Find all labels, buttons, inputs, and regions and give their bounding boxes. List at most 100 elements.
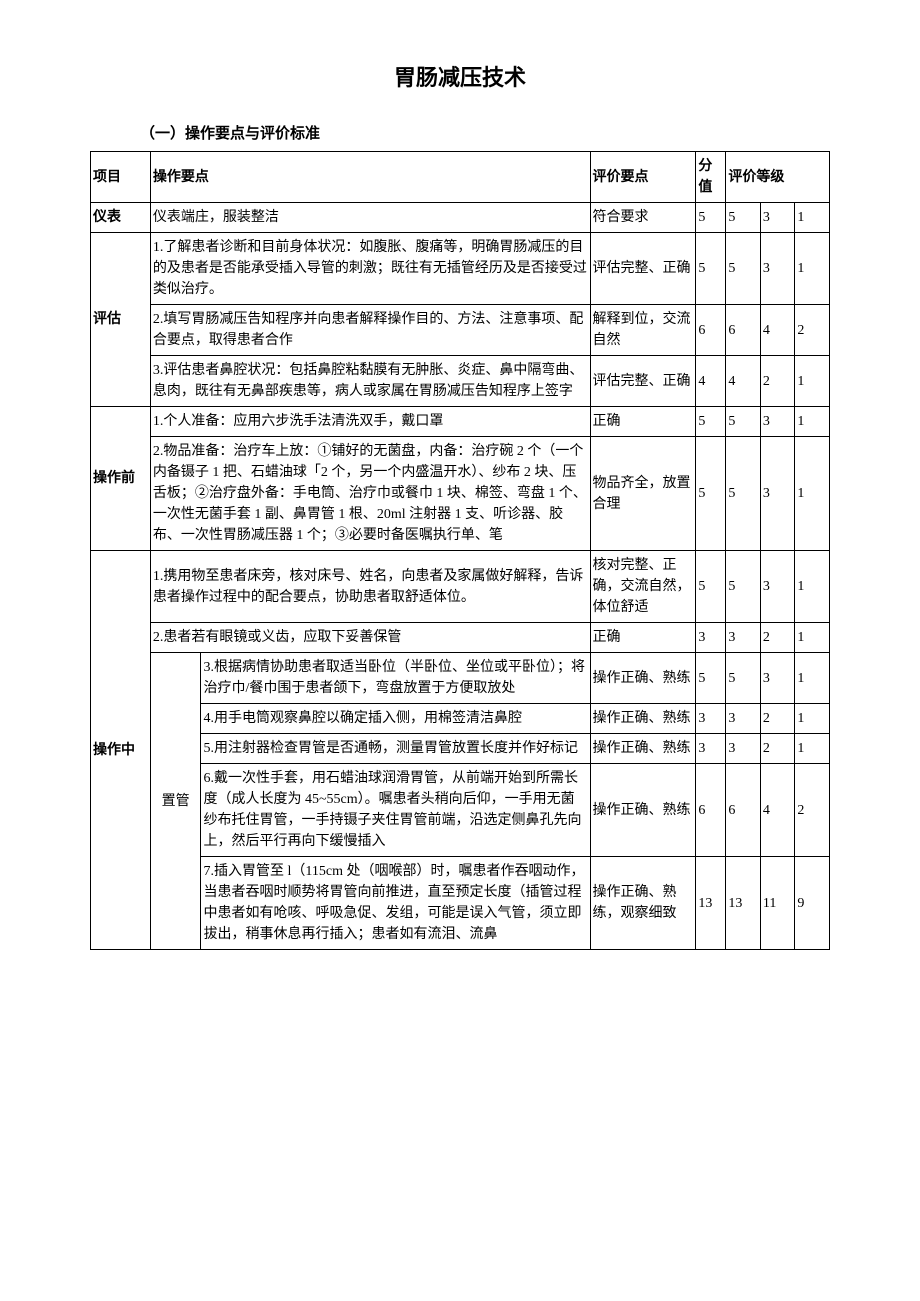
cat-evaluate: 评估 [91, 233, 151, 407]
eval-cell: 操作正确、熟练 [590, 653, 696, 704]
h-op: 操作要点 [150, 152, 590, 203]
op-cell: 3.根据病情协助患者取适当卧位（半卧位、坐位或平卧位）；将治疗巾/餐巾围于患者颌… [201, 653, 590, 704]
op-cell: 2.物品准备：治疗车上放：①铺好的无菌盘，内备：治疗碗 2 个（一个内备镊子 1… [150, 437, 590, 551]
table-row: 2.物品准备：治疗车上放：①铺好的无菌盘，内备：治疗碗 2 个（一个内备镊子 1… [91, 437, 830, 551]
table-row: 3.评估患者鼻腔状况：包括鼻腔粘黏膜有无肿胀、炎症、鼻中隔弯曲、息肉，既往有无鼻… [91, 356, 830, 407]
grade-cell: 5 [726, 203, 761, 233]
score-cell: 3 [696, 623, 726, 653]
cat-appearance: 仪表 [91, 203, 151, 233]
grade-cell: 9 [795, 857, 830, 950]
op-cell: 6.戴一次性手套，用石蜡油球润滑胃管，从前端开始到所需长度（成人长度为 45~5… [201, 764, 590, 857]
op-cell: 1.了解患者诊断和目前身体状况：如腹胀、腹痛等，明确胃肠减压的目的及患者是否能承… [150, 233, 590, 305]
grade-cell: 1 [795, 407, 830, 437]
grade-cell: 4 [760, 305, 795, 356]
grade-cell: 5 [726, 653, 761, 704]
score-cell: 4 [696, 356, 726, 407]
op-cell: 3.评估患者鼻腔状况：包括鼻腔粘黏膜有无肿胀、炎症、鼻中隔弯曲、息肉，既往有无鼻… [150, 356, 590, 407]
score-cell: 5 [696, 551, 726, 623]
rubric-table: 项目 操作要点 评价要点 分值 评价等级 仪表 仪表端庄，服装整洁 符合要求 5… [90, 151, 830, 950]
op-cell: 2.患者若有眼镜或义齿，应取下妥善保管 [150, 623, 590, 653]
grade-cell: 1 [795, 233, 830, 305]
subcat-tube: 置管 [150, 653, 201, 950]
grade-cell: 5 [726, 233, 761, 305]
table-row: 7.插入胃管至 l（115cm 处（咽喉部）时，嘱患者作吞咽动作，当患者吞咽时顺… [91, 857, 830, 950]
grade-cell: 2 [795, 764, 830, 857]
header-row: 项目 操作要点 评价要点 分值 评价等级 [91, 152, 830, 203]
grade-cell: 11 [760, 857, 795, 950]
grade-cell: 6 [726, 305, 761, 356]
grade-cell: 1 [795, 653, 830, 704]
section-subtitle: （一）操作要点与评价标准 [140, 122, 830, 143]
cat-preop: 操作前 [91, 407, 151, 551]
op-cell: 5.用注射器检查胃管是否通畅，测量胃管放置长度并作好标记 [201, 734, 590, 764]
grade-cell: 3 [726, 623, 761, 653]
eval-cell: 操作正确、熟练 [590, 764, 696, 857]
score-cell: 5 [696, 653, 726, 704]
grade-cell: 1 [795, 356, 830, 407]
grade-cell: 3 [760, 437, 795, 551]
grade-cell: 1 [795, 704, 830, 734]
table-row: 2.患者若有眼镜或义齿，应取下妥善保管 正确 3 3 2 1 [91, 623, 830, 653]
table-row: 6.戴一次性手套，用石蜡油球润滑胃管，从前端开始到所需长度（成人长度为 45~5… [91, 764, 830, 857]
eval-cell: 操作正确、熟练 [590, 734, 696, 764]
op-cell: 仪表端庄，服装整洁 [150, 203, 590, 233]
grade-cell: 13 [726, 857, 761, 950]
grade-cell: 6 [726, 764, 761, 857]
grade-cell: 3 [726, 704, 761, 734]
grade-cell: 1 [795, 734, 830, 764]
eval-cell: 评估完整、正确 [590, 233, 696, 305]
grade-cell: 3 [760, 653, 795, 704]
op-cell: 1.个人准备：应用六步洗手法清洗双手，戴口罩 [150, 407, 590, 437]
grade-cell: 3 [760, 203, 795, 233]
grade-cell: 1 [795, 551, 830, 623]
h-eval: 评价要点 [590, 152, 696, 203]
table-row: 操作中 1.携用物至患者床旁，核对床号、姓名，向患者及家属做好解释，告诉患者操作… [91, 551, 830, 623]
eval-cell: 正确 [590, 623, 696, 653]
cat-inop: 操作中 [91, 551, 151, 950]
grade-cell: 2 [760, 356, 795, 407]
grade-cell: 1 [795, 437, 830, 551]
op-cell: 2.填写胃肠减压告知程序并向患者解释操作目的、方法、注意事项、配合要点，取得患者… [150, 305, 590, 356]
op-cell: 7.插入胃管至 l（115cm 处（咽喉部）时，嘱患者作吞咽动作，当患者吞咽时顺… [201, 857, 590, 950]
table-row: 评估 1.了解患者诊断和目前身体状况：如腹胀、腹痛等，明确胃肠减压的目的及患者是… [91, 233, 830, 305]
grade-cell: 4 [726, 356, 761, 407]
eval-cell: 解释到位，交流自然 [590, 305, 696, 356]
grade-cell: 2 [795, 305, 830, 356]
table-row: 操作前 1.个人准备：应用六步洗手法清洗双手，戴口罩 正确 5 5 3 1 [91, 407, 830, 437]
eval-cell: 操作正确、熟练 [590, 704, 696, 734]
h-score: 分值 [696, 152, 726, 203]
grade-cell: 3 [726, 734, 761, 764]
score-cell: 5 [696, 437, 726, 551]
score-cell: 6 [696, 305, 726, 356]
grade-cell: 2 [760, 623, 795, 653]
grade-cell: 1 [795, 623, 830, 653]
h-project: 项目 [91, 152, 151, 203]
grade-cell: 5 [726, 407, 761, 437]
table-row: 置管 3.根据病情协助患者取适当卧位（半卧位、坐位或平卧位）；将治疗巾/餐巾围于… [91, 653, 830, 704]
grade-cell: 2 [760, 704, 795, 734]
score-cell: 5 [696, 233, 726, 305]
table-row: 仪表 仪表端庄，服装整洁 符合要求 5 5 3 1 [91, 203, 830, 233]
grade-cell: 5 [726, 551, 761, 623]
page-title: 胃肠减压技术 [90, 60, 830, 92]
grade-cell: 3 [760, 233, 795, 305]
score-cell: 5 [696, 203, 726, 233]
eval-cell: 评估完整、正确 [590, 356, 696, 407]
score-cell: 13 [696, 857, 726, 950]
grade-cell: 1 [795, 203, 830, 233]
eval-cell: 正确 [590, 407, 696, 437]
h-grade: 评价等级 [726, 152, 830, 203]
score-cell: 3 [696, 704, 726, 734]
grade-cell: 4 [760, 764, 795, 857]
op-cell: 1.携用物至患者床旁，核对床号、姓名，向患者及家属做好解释，告诉患者操作过程中的… [150, 551, 590, 623]
eval-cell: 符合要求 [590, 203, 696, 233]
eval-cell: 物品齐全，放置合理 [590, 437, 696, 551]
eval-cell: 操作正确、熟练，观察细致 [590, 857, 696, 950]
grade-cell: 2 [760, 734, 795, 764]
eval-cell: 核对完整、正确，交流自然，体位舒适 [590, 551, 696, 623]
score-cell: 6 [696, 764, 726, 857]
table-row: 5.用注射器检查胃管是否通畅，测量胃管放置长度并作好标记 操作正确、熟练 3 3… [91, 734, 830, 764]
score-cell: 5 [696, 407, 726, 437]
grade-cell: 5 [726, 437, 761, 551]
table-row: 4.用手电筒观察鼻腔以确定插入侧，用棉签清洁鼻腔 操作正确、熟练 3 3 2 1 [91, 704, 830, 734]
